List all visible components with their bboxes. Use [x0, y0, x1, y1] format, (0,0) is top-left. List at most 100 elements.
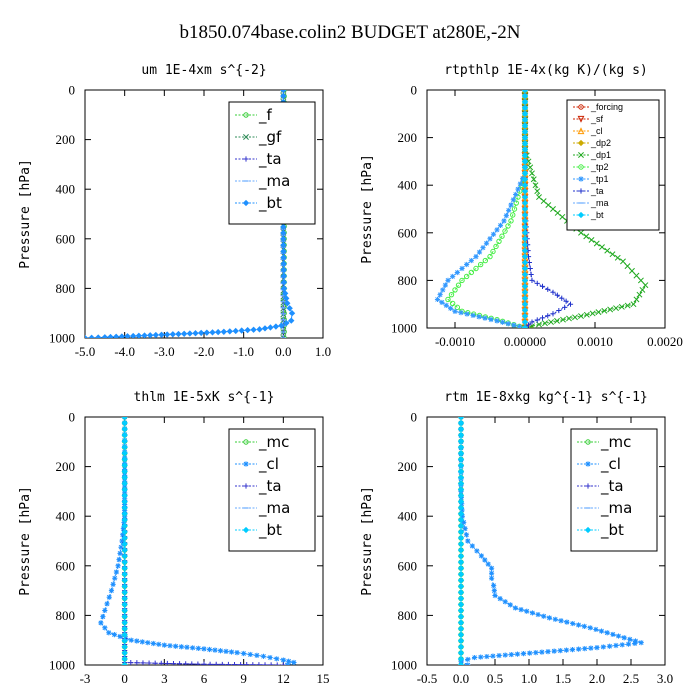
data-point — [121, 631, 128, 638]
legend-box — [228, 101, 316, 225]
data-point — [238, 327, 245, 334]
panel-title: rtm 1E-8xkg kg^{-1} s^{-1} — [444, 390, 648, 405]
data-point — [595, 309, 602, 316]
legend-label: _ta — [258, 150, 282, 169]
data-point — [578, 229, 584, 236]
data-point — [88, 334, 95, 338]
data-point — [473, 254, 479, 260]
data-point — [521, 265, 529, 272]
y-tick-label: 1000 — [391, 658, 417, 673]
data-point — [256, 662, 262, 665]
legend-marker — [577, 127, 585, 135]
x-tick-label: -4.0 — [114, 344, 135, 359]
data-point — [121, 456, 128, 463]
data-point — [282, 290, 289, 297]
data-point — [515, 186, 521, 192]
data-point — [511, 322, 517, 328]
data-point — [104, 601, 110, 607]
data-point — [521, 193, 529, 201]
data-point — [272, 323, 280, 330]
data-point — [521, 289, 529, 296]
data-point — [280, 90, 287, 94]
data-point — [521, 277, 529, 284]
legend-marker — [243, 134, 249, 140]
data-point — [632, 640, 638, 646]
data-point — [121, 643, 128, 651]
data-point — [121, 577, 128, 584]
data-point — [497, 222, 504, 228]
y-tick-label: 800 — [56, 608, 76, 623]
legend-marker — [578, 188, 584, 194]
legend-label: _cl — [590, 126, 603, 136]
data-point — [529, 323, 535, 328]
data-point — [465, 662, 471, 665]
data-point — [529, 610, 535, 616]
figure-title: b1850.074base.colin2 BUDGET at280E,-2N — [179, 22, 520, 43]
panel-title: thlm 1E-5xK s^{-1} — [134, 390, 275, 405]
y-tick-label: 200 — [398, 130, 418, 145]
legend-label: _cl — [600, 455, 621, 474]
x-tick-label: 2.5 — [623, 671, 639, 686]
data-point — [280, 229, 287, 237]
data-point — [508, 218, 514, 224]
legend-label: _bt — [258, 521, 282, 540]
data-point — [247, 651, 253, 658]
data-point — [619, 642, 625, 648]
legend-label: _ta — [258, 477, 282, 496]
data-point — [121, 607, 128, 614]
data-point — [542, 320, 548, 327]
data-point — [521, 217, 529, 225]
data-point — [121, 540, 128, 548]
data-point — [152, 331, 159, 338]
data-point — [458, 310, 464, 316]
data-point — [614, 254, 621, 261]
data-point — [558, 618, 564, 624]
data-point — [457, 425, 465, 433]
legend-label: _dp2 — [590, 138, 611, 148]
data-point — [181, 330, 188, 337]
series-ta — [522, 90, 574, 328]
plot-frame — [426, 416, 666, 666]
data-point — [124, 333, 131, 338]
y-tick-label: 200 — [56, 459, 76, 474]
data-point — [457, 540, 465, 548]
data-point — [280, 335, 287, 338]
legend-marker — [242, 199, 250, 207]
data-point — [541, 613, 547, 619]
y-tick-label: 800 — [398, 273, 418, 288]
y-tick-label: 0 — [411, 410, 418, 425]
data-point — [454, 304, 461, 311]
legend-label: _ma — [600, 499, 632, 518]
legend-label: _ta — [600, 477, 624, 496]
data-point — [121, 619, 128, 626]
data-point — [457, 498, 465, 505]
data-point — [521, 146, 529, 153]
data-point — [121, 546, 128, 554]
data-point — [514, 651, 521, 657]
data-point — [593, 240, 600, 247]
y-tick-label: 600 — [56, 231, 76, 246]
data-point — [534, 188, 541, 195]
data-point — [141, 332, 148, 338]
data-point — [521, 312, 529, 320]
data-point — [521, 241, 529, 248]
data-point — [478, 553, 484, 559]
legend-marker — [243, 112, 249, 118]
series-bt — [121, 417, 128, 665]
x-tick-label: -3.0 — [154, 344, 175, 359]
legend-marker — [243, 156, 249, 162]
data-point — [457, 480, 465, 487]
y-tick-label: 800 — [56, 281, 76, 296]
data-point — [521, 158, 529, 165]
data-point — [508, 651, 514, 658]
data-point — [521, 98, 529, 106]
data-point — [280, 272, 288, 280]
data-point — [280, 285, 288, 292]
data-point — [510, 212, 516, 218]
data-point — [241, 650, 247, 657]
legend-marker — [577, 211, 585, 219]
data-point — [607, 306, 614, 313]
data-point — [578, 313, 584, 320]
data-point — [487, 253, 493, 260]
data-point — [525, 322, 532, 328]
